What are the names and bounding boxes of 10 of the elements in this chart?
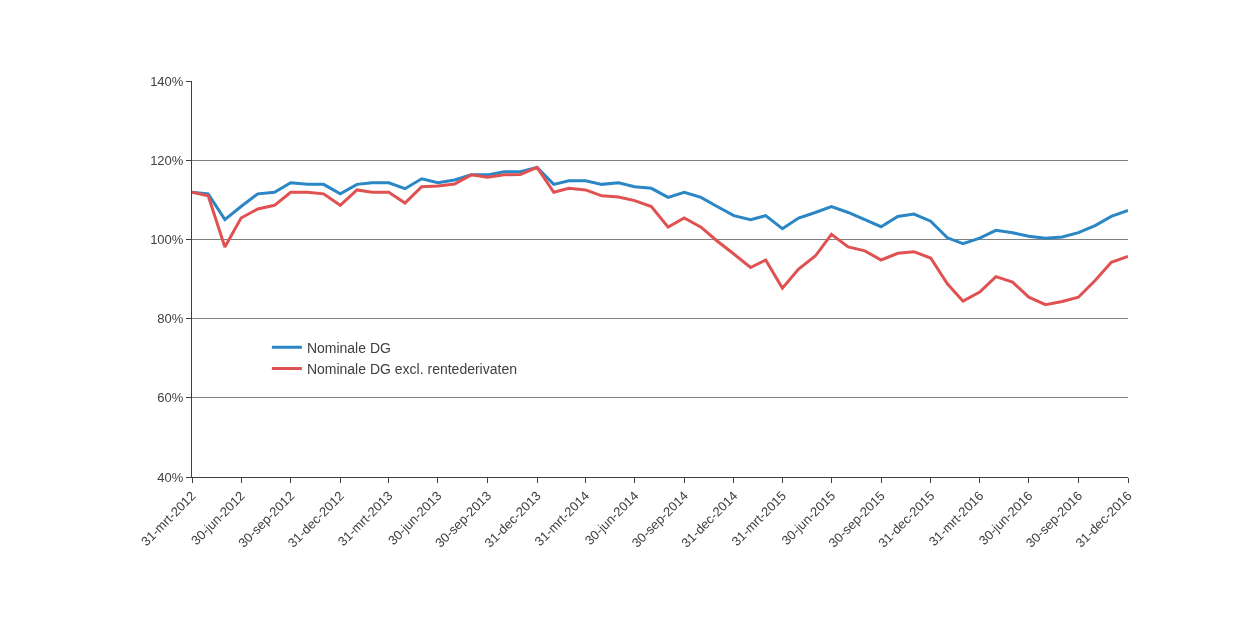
legend-label: Nominale DG — [306, 339, 391, 356]
y-tick-label: 40% — [157, 469, 184, 485]
y-tick-label: 60% — [157, 390, 184, 406]
y-tick-label: 100% — [150, 231, 184, 247]
y-tick-label: 120% — [150, 152, 184, 168]
line-series — [192, 165, 1128, 246]
line-series — [192, 165, 1128, 307]
legend-label: Nominale DG excl. rentederivaten — [306, 360, 517, 377]
y-tick-label: 80% — [157, 311, 184, 327]
y-tick-label: 140% — [150, 73, 184, 89]
